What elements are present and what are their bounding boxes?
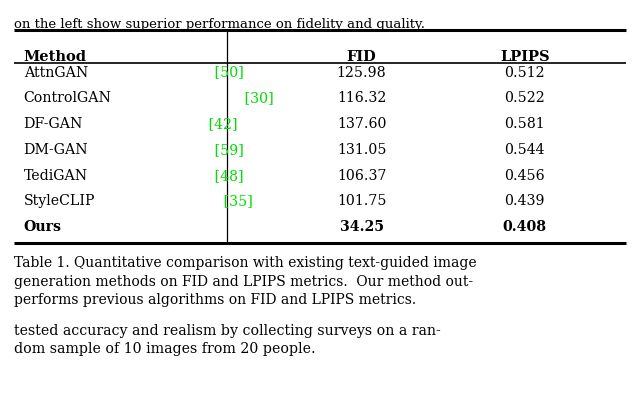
Text: 0.512: 0.512 (504, 65, 545, 79)
Text: Table 1. Quantitative comparison with existing text-guided image: Table 1. Quantitative comparison with ex… (14, 256, 477, 270)
Text: LPIPS: LPIPS (500, 50, 550, 64)
Text: [42]: [42] (204, 117, 237, 131)
Text: [35]: [35] (219, 194, 253, 208)
Text: DF-GAN: DF-GAN (24, 117, 83, 131)
Text: [48]: [48] (210, 168, 243, 182)
Text: 125.98: 125.98 (337, 65, 387, 79)
Text: 0.522: 0.522 (504, 91, 545, 105)
Text: TediGAN: TediGAN (24, 168, 88, 182)
Text: 131.05: 131.05 (337, 142, 387, 157)
Text: on the left show superior performance on fidelity and quality.: on the left show superior performance on… (14, 18, 425, 31)
Text: Ours: Ours (24, 220, 61, 234)
Text: 116.32: 116.32 (337, 91, 387, 105)
Text: FID: FID (347, 50, 376, 64)
Text: 34.25: 34.25 (340, 220, 383, 234)
Text: 101.75: 101.75 (337, 194, 387, 208)
Text: [30]: [30] (240, 91, 274, 105)
Text: 0.408: 0.408 (503, 220, 547, 234)
Text: tested accuracy and realism by collecting surveys on a ran-: tested accuracy and realism by collectin… (14, 323, 441, 337)
Text: [50]: [50] (210, 65, 244, 79)
Text: 0.456: 0.456 (504, 168, 545, 182)
Text: performs previous algorithms on FID and LPIPS metrics.: performs previous algorithms on FID and … (14, 292, 416, 306)
Text: ControlGAN: ControlGAN (24, 91, 111, 105)
Text: 137.60: 137.60 (337, 117, 387, 131)
Text: Method: Method (24, 50, 86, 64)
Text: DM-GAN: DM-GAN (24, 142, 88, 157)
Text: 0.581: 0.581 (504, 117, 545, 131)
Text: dom sample of 10 images from 20 people.: dom sample of 10 images from 20 people. (14, 342, 316, 355)
Text: [59]: [59] (211, 142, 244, 157)
Text: StyleCLIP: StyleCLIP (24, 194, 95, 208)
Text: 106.37: 106.37 (337, 168, 387, 182)
Text: AttnGAN: AttnGAN (24, 65, 88, 79)
Text: 0.439: 0.439 (504, 194, 545, 208)
Text: 0.544: 0.544 (504, 142, 545, 157)
Text: generation methods on FID and LPIPS metrics.  Our method out-: generation methods on FID and LPIPS metr… (14, 274, 473, 288)
